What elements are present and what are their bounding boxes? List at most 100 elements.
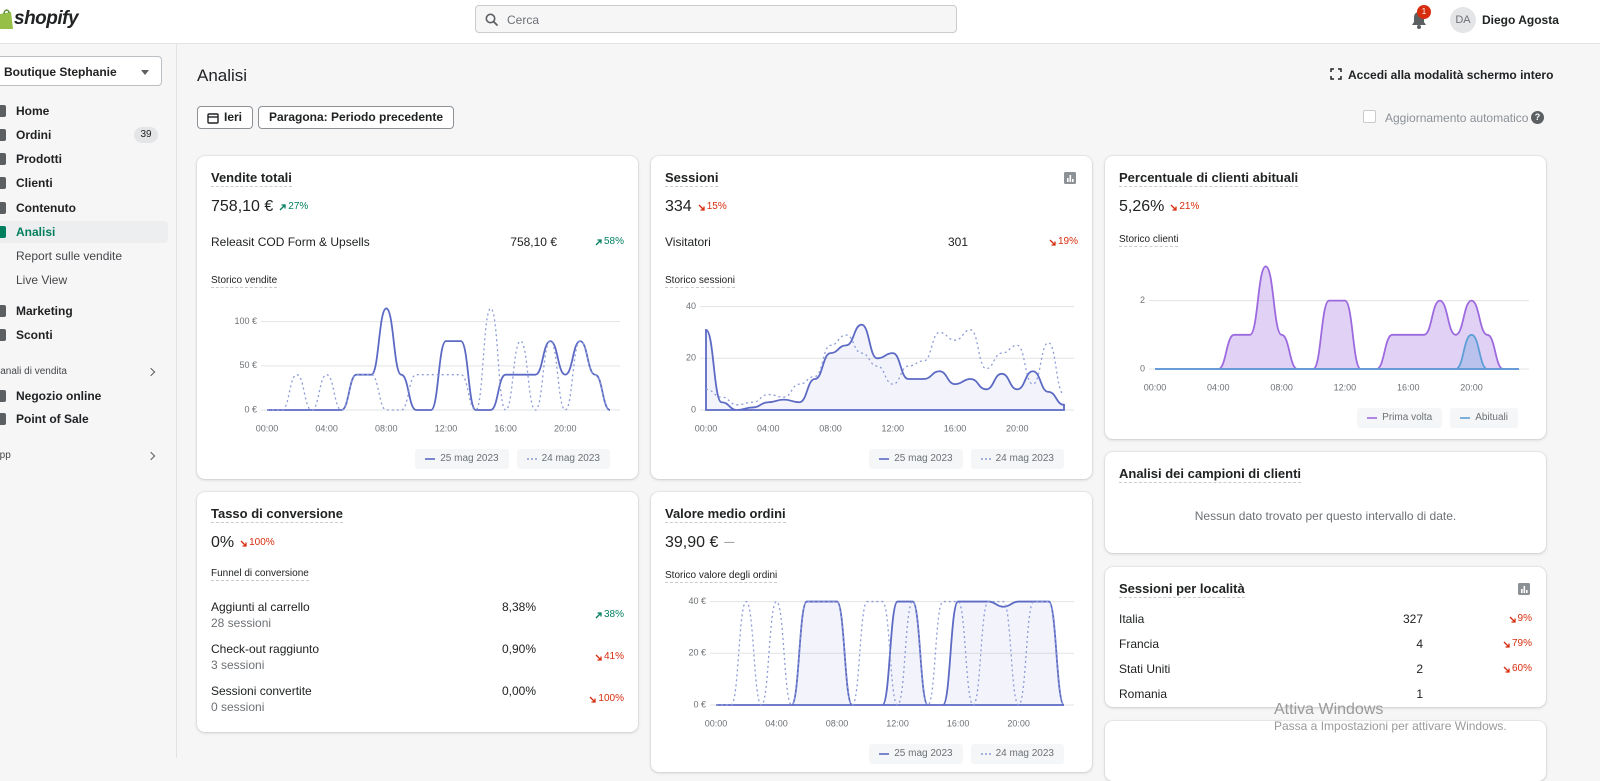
icon-bar xyxy=(1072,179,1074,182)
trend-arrow xyxy=(240,540,247,547)
nav-item[interactable]: Negozio online xyxy=(16,389,102,403)
arrow xyxy=(240,540,247,547)
notification-badge: 1 xyxy=(1417,5,1431,19)
y-tick-label: 100 € xyxy=(234,316,257,326)
nav-item[interactable]: Clienti xyxy=(16,176,53,190)
trend-arrow xyxy=(589,696,597,703)
nav-item[interactable]: Analisi xyxy=(16,225,56,239)
row-value: 758,10 € xyxy=(510,235,557,249)
legend-label: 25 mag 2023 xyxy=(894,748,953,759)
search-box[interactable]: Cerca xyxy=(475,5,957,33)
row-label-wrap: Italia xyxy=(1119,611,1403,627)
row-change: 9% xyxy=(1423,611,1532,627)
change: 60% xyxy=(1503,661,1532,677)
legend-item[interactable]: 24 mag 2023 xyxy=(970,449,1064,469)
trend-arrow xyxy=(1509,616,1516,623)
help-icon[interactable]: ? xyxy=(1531,111,1544,124)
legend-label: 24 mag 2023 xyxy=(541,453,600,464)
avatar[interactable]: DA xyxy=(1450,7,1476,33)
fullscreen-icon xyxy=(1330,68,1342,80)
row-label: Stati Uniti xyxy=(1119,662,1171,676)
card-title: Sessioni per località xyxy=(1119,581,1245,598)
row-label: Francia xyxy=(1119,637,1160,651)
subtitle-wrap: Storico clienti xyxy=(1119,231,1532,247)
nav-item[interactable]: Marketing xyxy=(16,304,73,318)
change-text: 100% xyxy=(249,537,275,548)
store-selector[interactable]: Boutique Stephanie xyxy=(0,56,162,86)
arrow xyxy=(1049,239,1056,246)
compare-button[interactable]: Paragona: Periodo precedente xyxy=(258,106,455,129)
x-tick-label: 08:00 xyxy=(1270,382,1293,392)
subtitle-wrap: Storico vendite xyxy=(211,272,624,288)
x-tick-label: 20:00 xyxy=(1006,423,1029,433)
store-name: Boutique Stephanie xyxy=(4,65,117,79)
legend-swatch xyxy=(980,753,991,755)
arrow xyxy=(1503,666,1510,673)
change: 19% xyxy=(1049,234,1078,250)
x-tick-label: 16:00 xyxy=(947,718,970,728)
legend-item[interactable]: 25 mag 2023 xyxy=(869,449,963,469)
change: 58% xyxy=(595,234,624,250)
x-tick-label: 08:00 xyxy=(819,423,842,433)
row-detail: 3 sessioni xyxy=(211,658,265,672)
row-label-wrap: Sessioni convertite 0 sessioni xyxy=(211,683,502,715)
section-title: App xyxy=(0,450,11,461)
legend-item[interactable]: 25 mag 2023 xyxy=(869,744,963,764)
user-name[interactable]: Diego Agosta xyxy=(1482,13,1559,27)
legend-item[interactable]: 24 mag 2023 xyxy=(516,449,610,469)
legend-swatch xyxy=(879,753,890,755)
nav-item[interactable]: Sconti xyxy=(16,328,53,342)
arrow xyxy=(1503,641,1510,648)
nav-item[interactable]: Contenuto xyxy=(16,201,76,215)
row-detail: 28 sessioni xyxy=(211,616,272,630)
nav-item[interactable]: Home xyxy=(16,104,50,118)
row-change: 58% xyxy=(557,234,624,250)
chart-icon[interactable] xyxy=(1518,583,1530,595)
compare-label: Paragona: Periodo precedente xyxy=(269,110,444,124)
legend-item[interactable]: 25 mag 2023 xyxy=(415,449,509,469)
change: 41% xyxy=(595,641,624,673)
headline-value: 0% xyxy=(211,534,235,551)
arrow xyxy=(595,238,602,245)
nav-icon xyxy=(0,202,6,214)
nav-badge: 39 xyxy=(134,127,158,143)
row-value: 2 xyxy=(1416,662,1423,676)
nav-item[interactable]: Ordini xyxy=(16,128,52,142)
fullscreen-link[interactable]: Accedi alla modalità schermo intero xyxy=(1348,68,1554,82)
nav-subitem[interactable]: Live View xyxy=(16,273,68,287)
row-label: Italia xyxy=(1119,612,1145,626)
trend-arrow xyxy=(279,203,286,210)
row-change: 19% xyxy=(968,234,1078,250)
nav-item[interactable]: Prodotti xyxy=(16,152,62,166)
change: 15% xyxy=(698,197,727,217)
logo: shopify xyxy=(14,8,79,29)
row: Check-out raggiunto 3 sessioni 0,90% 41% xyxy=(211,641,624,673)
x-tick-label: 12:00 xyxy=(1334,382,1357,392)
change-text: 79% xyxy=(1511,638,1532,649)
chart-icon[interactable] xyxy=(1064,172,1076,184)
legend-item[interactable]: Prima volta xyxy=(1357,408,1443,428)
nav-subitem[interactable]: Report sulle vendite xyxy=(16,249,123,263)
watermark-title: Attiva Windows xyxy=(1274,701,1384,718)
series-line xyxy=(266,307,611,411)
y-tick-label: 40 xyxy=(686,301,696,311)
logo-icon xyxy=(0,9,13,29)
x-tick-label: 12:00 xyxy=(886,718,909,728)
icon-bar xyxy=(1526,590,1528,593)
page-title: Analisi xyxy=(197,66,248,85)
nav-icon xyxy=(0,129,6,141)
row-change: 60% xyxy=(1423,661,1532,677)
nav-item[interactable]: Point of Sale xyxy=(16,412,89,426)
legend-item[interactable]: 24 mag 2023 xyxy=(970,744,1064,764)
change: 38% xyxy=(595,599,624,631)
x-tick-label: 16:00 xyxy=(944,423,967,433)
legend-item[interactable]: Abituali xyxy=(1450,408,1518,428)
icon-bar xyxy=(1521,589,1523,593)
x-tick-label: 08:00 xyxy=(826,718,849,728)
legend-label: 25 mag 2023 xyxy=(894,453,953,464)
date-button[interactable]: Ieri xyxy=(197,106,254,129)
checkbox[interactable] xyxy=(1363,110,1376,123)
x-tick-label: 16:00 xyxy=(494,423,517,433)
legend-swatch xyxy=(1460,417,1471,419)
legend: 25 mag 2023 24 mag 2023 xyxy=(211,449,624,469)
